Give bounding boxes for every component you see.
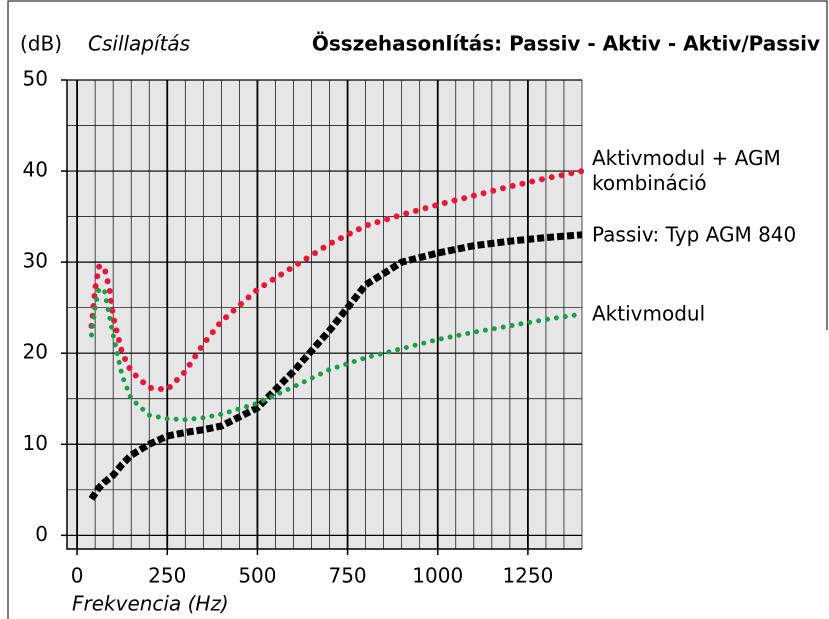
y-tick-label: 40	[23, 158, 48, 182]
y-label: Csillapítás	[88, 32, 190, 56]
x-tick-label: 0	[71, 564, 84, 588]
series-line	[88, 168, 585, 393]
plot-area	[67, 80, 582, 549]
x-tick-label: 1000	[412, 564, 463, 588]
x-tick-label: 1250	[502, 564, 553, 588]
y-tick-label: 10	[23, 431, 48, 455]
y-tick-label: 50	[23, 67, 48, 91]
series-line	[89, 286, 585, 423]
y-tick-label: 0	[35, 522, 48, 546]
chart-title: Összehasonlítás: Passiv - Aktiv - Aktiv/…	[312, 32, 820, 56]
y-tick-label: 30	[23, 249, 48, 273]
x-tick-label: 250	[148, 564, 186, 588]
series-label: Passiv: Typ AGM 840	[592, 222, 797, 247]
frame	[7, 0, 828, 619]
axes	[66, 80, 582, 550]
y-unit: (dB)	[20, 32, 62, 56]
x-tick-label: 750	[328, 564, 366, 588]
y-tick-label: 20	[23, 340, 48, 364]
x-label: Frekvencia (Hz)	[72, 592, 229, 616]
x-tick-label: 500	[238, 564, 276, 588]
series-label: Aktivmodul	[592, 301, 706, 326]
series-line	[88, 231, 583, 501]
series-label: Aktivmodul + AGM kombináció	[592, 146, 781, 196]
